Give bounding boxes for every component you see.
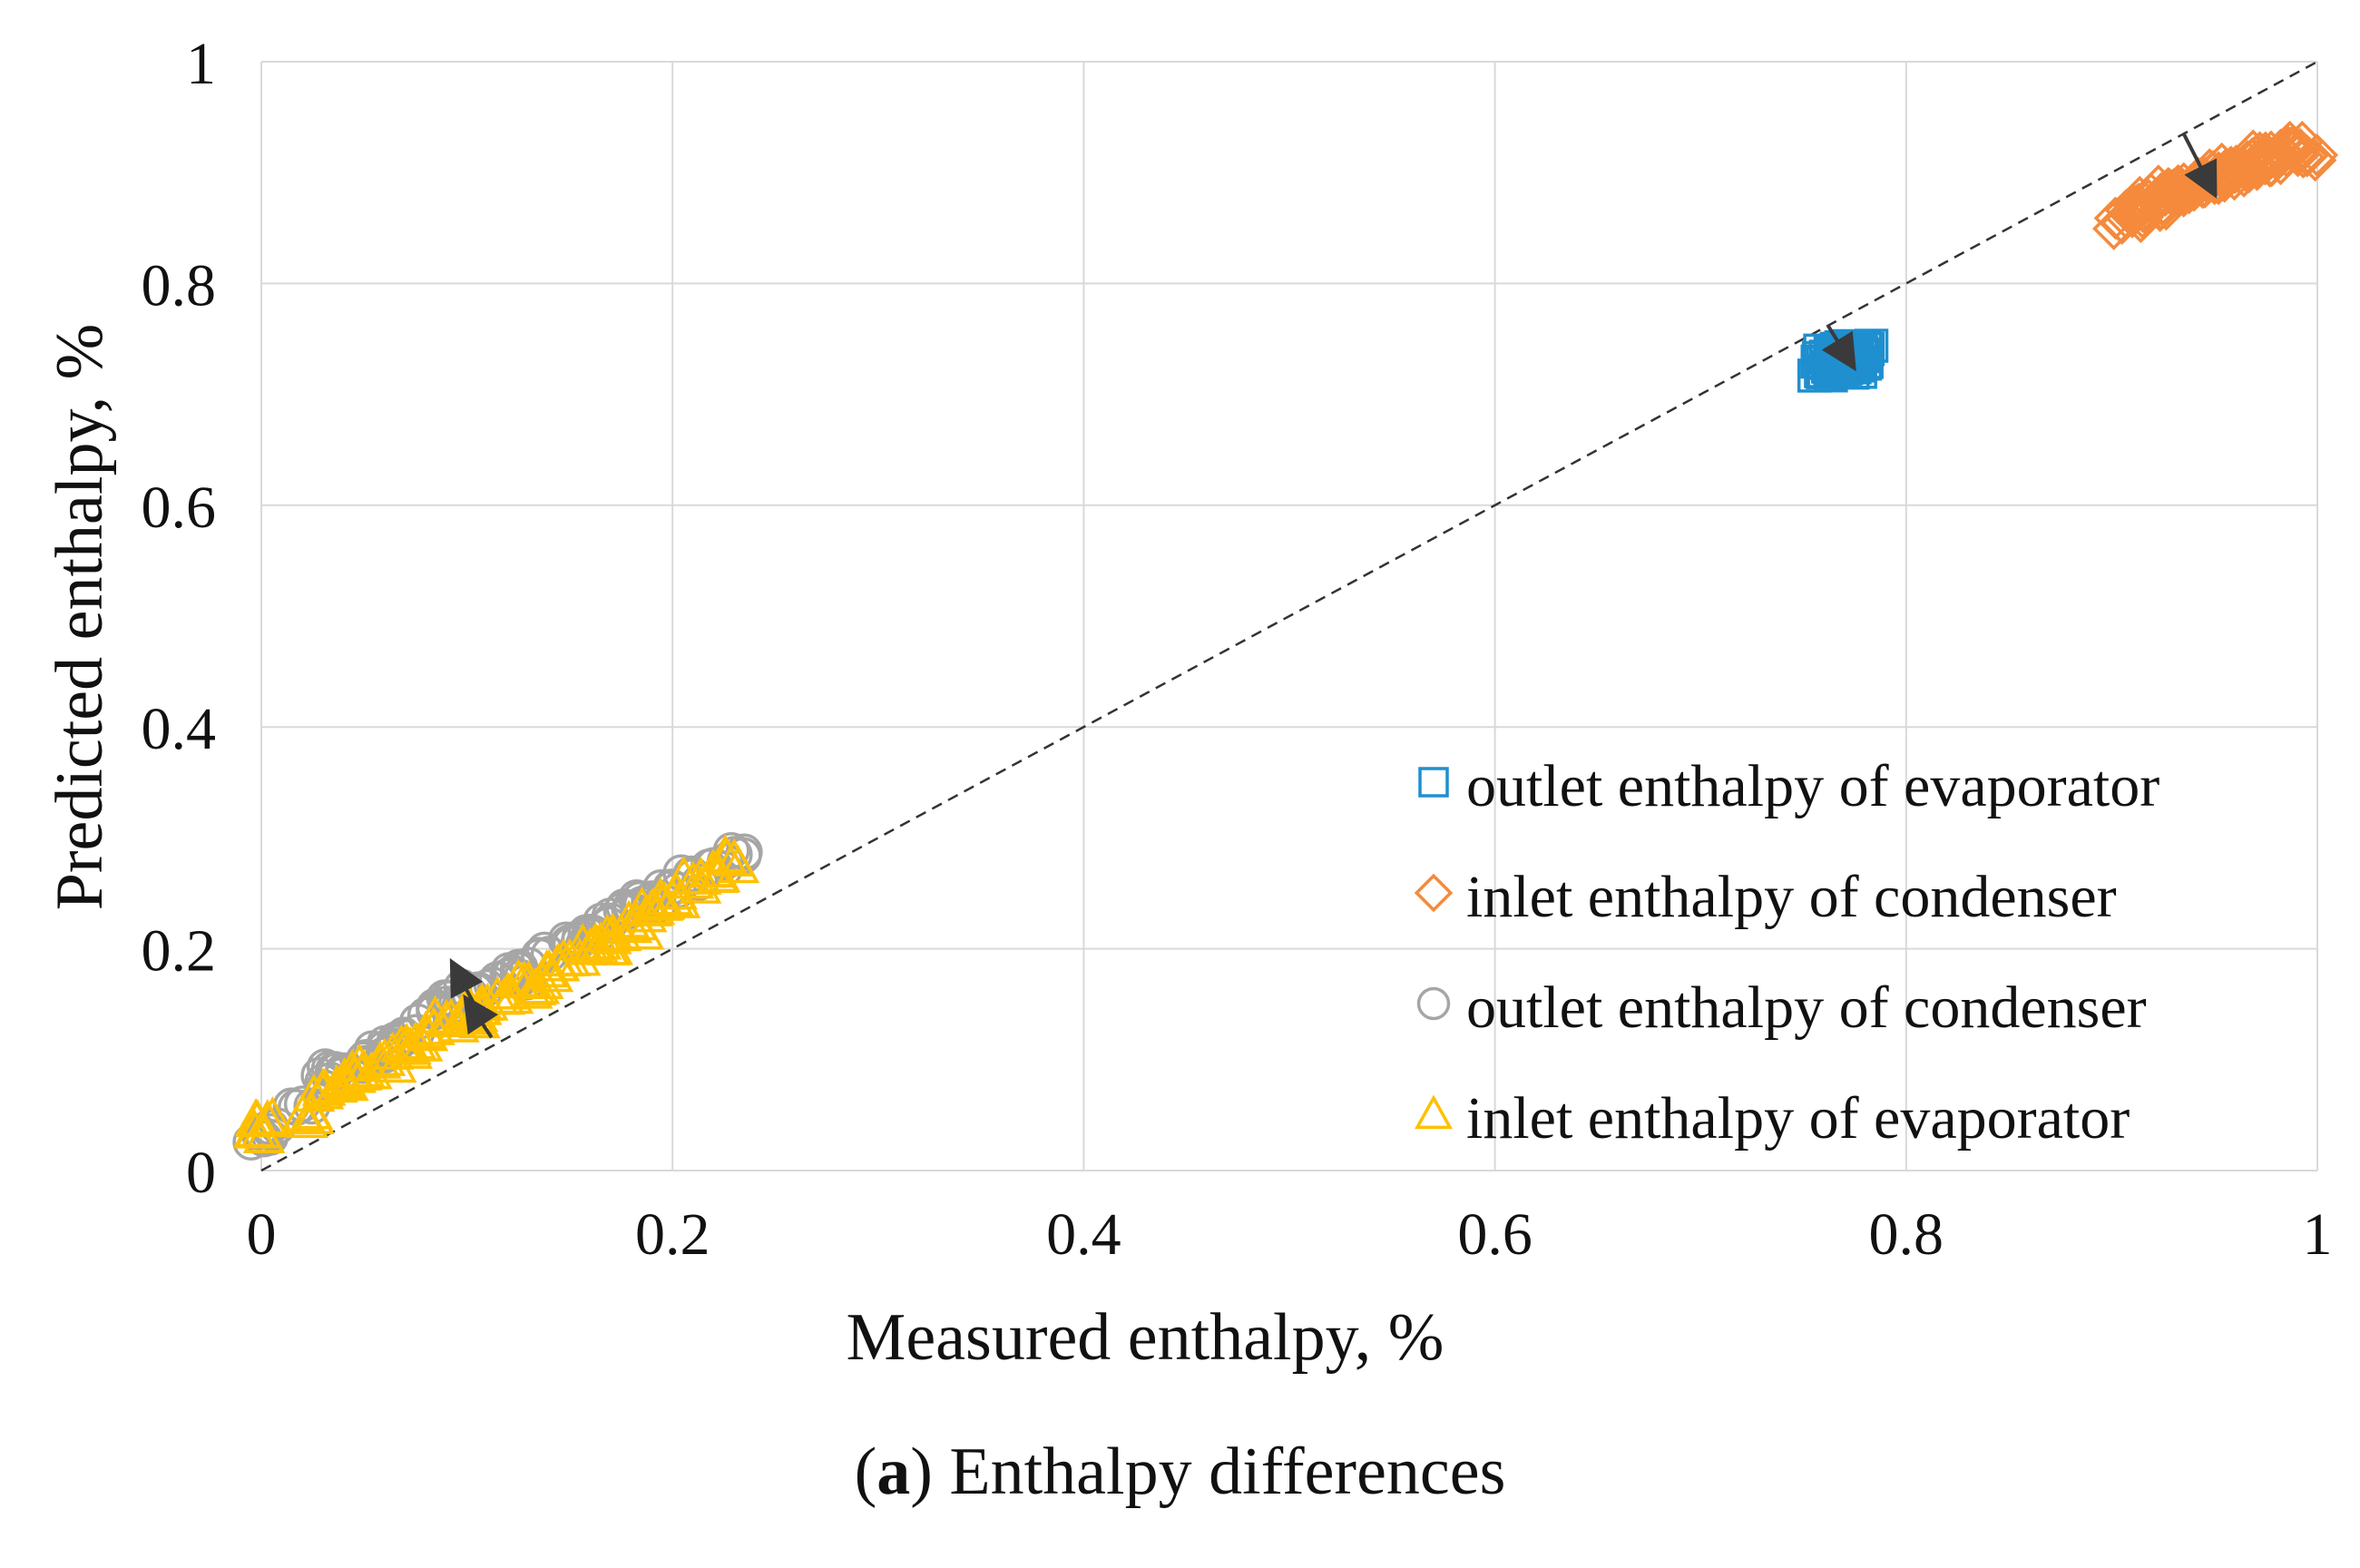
data-point [286, 1100, 329, 1139]
data-point [521, 960, 564, 999]
legend-marker-square [1418, 767, 1449, 798]
data-point [413, 1006, 455, 1045]
legend-label: outlet enthalpy of evaporator [1466, 753, 2159, 819]
annotation-arrow [463, 994, 499, 1039]
x-tick-label: 0.8 [1869, 1201, 1944, 1268]
x-tick-label: 1 [2303, 1201, 2333, 1268]
data-point [2280, 121, 2325, 164]
y-tick-label: 0.4 [142, 696, 217, 762]
x-axis-label: Measured enthalpy, % [847, 1300, 1444, 1375]
data-point [2267, 125, 2310, 169]
data-point [2104, 189, 2149, 232]
legend-marker-circle [1416, 986, 1451, 1021]
annotation-arrows [449, 132, 2218, 1039]
data-point [717, 845, 760, 884]
x-tick-label: 0 [247, 1201, 277, 1268]
data-point [2278, 127, 2322, 172]
x-tick-label: 0.6 [1457, 1201, 1533, 1268]
data-point [414, 995, 456, 1034]
data-point [233, 1110, 277, 1149]
data-point [251, 1096, 294, 1135]
legend-label: outlet enthalpy of condenser [1466, 975, 2147, 1041]
data-point [632, 887, 676, 926]
data-point [232, 1123, 270, 1161]
caption-text: Enthalpy differences [949, 1435, 1506, 1509]
legend-label: inlet enthalpy of condenser [1466, 864, 2117, 930]
data-point [2118, 175, 2161, 220]
data-point [2259, 128, 2303, 172]
y-tick-label: 0.2 [142, 918, 217, 985]
data-point [429, 997, 473, 1036]
data-point [323, 1056, 367, 1095]
data-point [705, 837, 749, 876]
grid-lines [260, 61, 2318, 1171]
data-point [385, 1025, 427, 1064]
data-point [671, 860, 715, 899]
y-tick-label: 0.8 [142, 252, 217, 318]
one-to-one-line [260, 60, 2318, 1172]
data-point [2226, 140, 2269, 183]
data-point [394, 1021, 437, 1060]
data-point [2117, 182, 2160, 226]
data-point [712, 832, 750, 869]
annotation-arrow [1821, 324, 1856, 372]
data-point [2129, 172, 2173, 216]
legend-marker-triangle [1415, 1094, 1453, 1130]
series-square [1797, 328, 1889, 393]
figure-caption: (a) Enthalpy differences [854, 1435, 1506, 1509]
x-tick-label: 0.4 [1046, 1201, 1121, 1268]
legend: outlet enthalpy of evaporator inlet entha… [1414, 753, 2159, 1152]
data-point [234, 1098, 278, 1137]
y-tick-label: 0.6 [142, 475, 217, 541]
data-point [334, 1054, 377, 1093]
tick-labels: 0 0.2 0.4 0.6 0.8 1 0 0.2 0.4 0.6 0.8 1 [142, 31, 2333, 1268]
x-tick-label: 0.2 [635, 1201, 710, 1268]
series-triangle [233, 834, 760, 1153]
data-point [537, 943, 581, 982]
y-axis-label: Predicted enthalpy, % [43, 324, 117, 911]
data-points [232, 121, 2339, 1161]
data-point [510, 970, 553, 1009]
series-diamond [2091, 121, 2339, 250]
legend-label: inlet enthalpy of evaporator [1466, 1085, 2130, 1152]
reference-line [260, 60, 2318, 1172]
data-point [2127, 179, 2170, 222]
y-tick-label: 1 [186, 31, 216, 97]
y-tick-label: 0 [186, 1140, 216, 1206]
annotation-arrow [2181, 132, 2218, 200]
caption-label: a [876, 1435, 911, 1509]
data-point [2249, 130, 2293, 174]
data-point [577, 926, 621, 965]
legend-marker-diamond [1414, 873, 1454, 913]
